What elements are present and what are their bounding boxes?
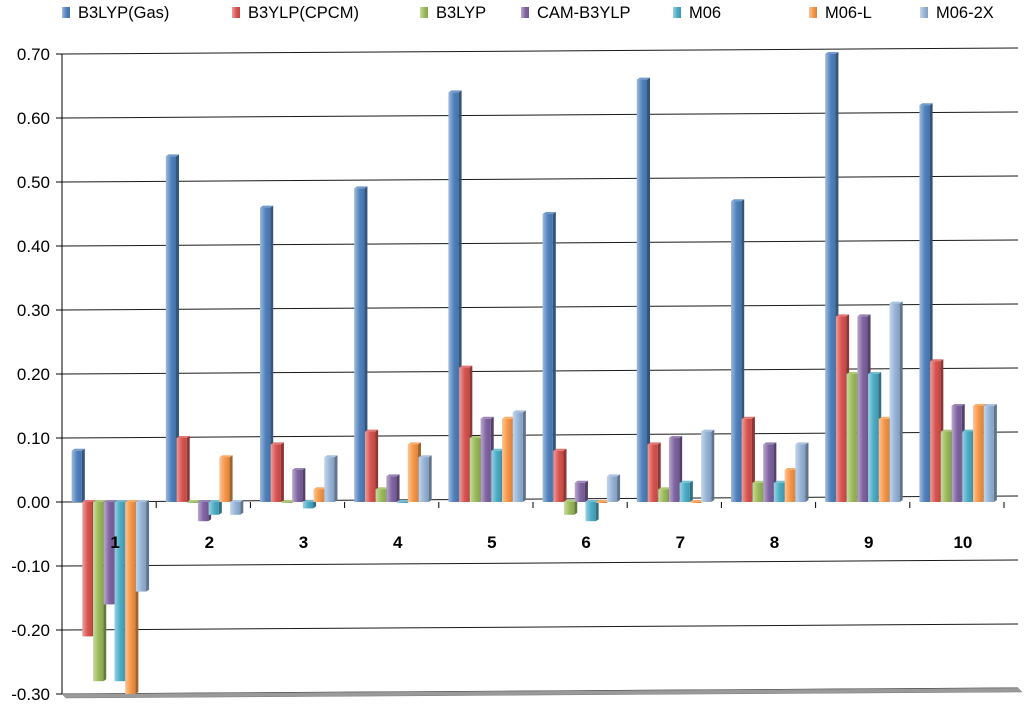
gridline — [61, 303, 1019, 311]
x-tick-label: 7 — [676, 533, 685, 552]
x-tick-label: 9 — [864, 533, 873, 552]
y-tick-label: -0.30 — [11, 685, 50, 704]
bar — [208, 500, 222, 515]
x-tick-label: 8 — [770, 533, 779, 552]
legend-swatch — [673, 7, 681, 18]
legend-swatch — [232, 7, 240, 18]
bar — [542, 212, 556, 502]
gridline — [61, 239, 1019, 247]
x-tick-label: 2 — [205, 533, 214, 552]
legend: B3LYP(Gas) B3YLP(CPCM) B3LYP CAM-B3YLP M06 M0… — [62, 4, 994, 22]
legend-item: B3LYP(Gas) — [62, 4, 169, 22]
x-tick-label: 10 — [953, 533, 972, 552]
gridline — [61, 623, 1019, 631]
x-tick-label: 4 — [393, 533, 403, 552]
bar — [219, 455, 233, 502]
y-tick-label: -0.10 — [11, 557, 50, 576]
gridline — [61, 559, 1019, 567]
bar — [270, 442, 284, 502]
x-axis-labels: 1 2 3 4 5 6 7 8 9 10 — [61, 502, 1005, 552]
y-tick-label: 0.70 — [17, 45, 50, 64]
bar — [585, 500, 599, 522]
bar — [386, 474, 400, 502]
legend-item: CAM-B3YLP — [521, 4, 631, 22]
legend-label: B3LYP — [436, 4, 486, 22]
bar — [795, 442, 809, 502]
bar — [135, 500, 150, 592]
y-tick-label: 0.60 — [17, 109, 50, 128]
bar — [354, 186, 368, 502]
legend-swatch — [62, 7, 70, 18]
bars — [71, 52, 997, 694]
legend-swatch — [920, 7, 928, 18]
bar — [302, 500, 317, 509]
legend-item: M06-L — [809, 4, 872, 22]
bar — [512, 410, 526, 502]
legend-swatch — [521, 7, 529, 18]
y-tick-label: -0.20 — [11, 621, 50, 640]
legend-label: M06 — [689, 4, 721, 22]
x-tick-label: 5 — [487, 533, 496, 552]
bar — [983, 404, 997, 502]
bar — [636, 77, 651, 502]
bar — [701, 429, 715, 502]
bar — [679, 480, 693, 502]
bar — [564, 500, 578, 515]
legend-item: B3LYP — [420, 4, 486, 22]
gridline — [61, 111, 1019, 119]
x-tick-label: 3 — [299, 533, 308, 552]
legend-label: CAM-B3YLP — [537, 4, 631, 22]
y-tick-label: 0.00 — [17, 493, 50, 512]
bar — [606, 474, 621, 502]
bar — [418, 455, 432, 502]
bar — [889, 301, 903, 502]
bar — [574, 480, 588, 502]
legend-item: B3YLP(CPCM) — [232, 4, 359, 22]
y-axis: 0.70 0.60 0.50 0.40 0.30 0.20 0.10 0.00 -0.10 -0.… — [11, 45, 63, 704]
bar — [176, 436, 190, 502]
bar — [260, 205, 274, 502]
legend-label: M06-2X — [936, 4, 994, 22]
gridlines — [61, 47, 1019, 695]
y-tick-label: 0.30 — [17, 301, 50, 320]
bar — [165, 154, 180, 502]
x-tick-label: 1 — [110, 533, 119, 552]
bar — [647, 442, 661, 502]
chart-floor-plane — [61, 687, 1023, 699]
bar — [553, 448, 567, 502]
bar — [324, 455, 338, 502]
bar — [364, 429, 379, 502]
y-tick-label: 0.10 — [17, 429, 50, 448]
legend-label: B3LYP(Gas) — [78, 4, 169, 22]
legend-item: M06-2X — [920, 4, 994, 22]
gridline — [61, 175, 1019, 183]
bar — [292, 468, 306, 502]
y-tick-label: 0.50 — [17, 173, 50, 192]
legend-label: B3YLP(CPCM) — [248, 4, 359, 22]
bar — [741, 416, 755, 502]
legend-label: M06-L — [825, 4, 872, 22]
gridline — [61, 47, 1019, 55]
x-tick-label: 6 — [581, 533, 590, 552]
legend-swatch — [420, 7, 428, 18]
y-tick-label: 0.40 — [17, 237, 50, 256]
bar — [71, 448, 85, 502]
legend-item: M06 — [673, 4, 721, 22]
y-tick-label: 0.20 — [17, 365, 50, 384]
legend-swatch — [809, 7, 817, 18]
bar — [230, 500, 244, 515]
chart-floor — [61, 687, 1023, 699]
